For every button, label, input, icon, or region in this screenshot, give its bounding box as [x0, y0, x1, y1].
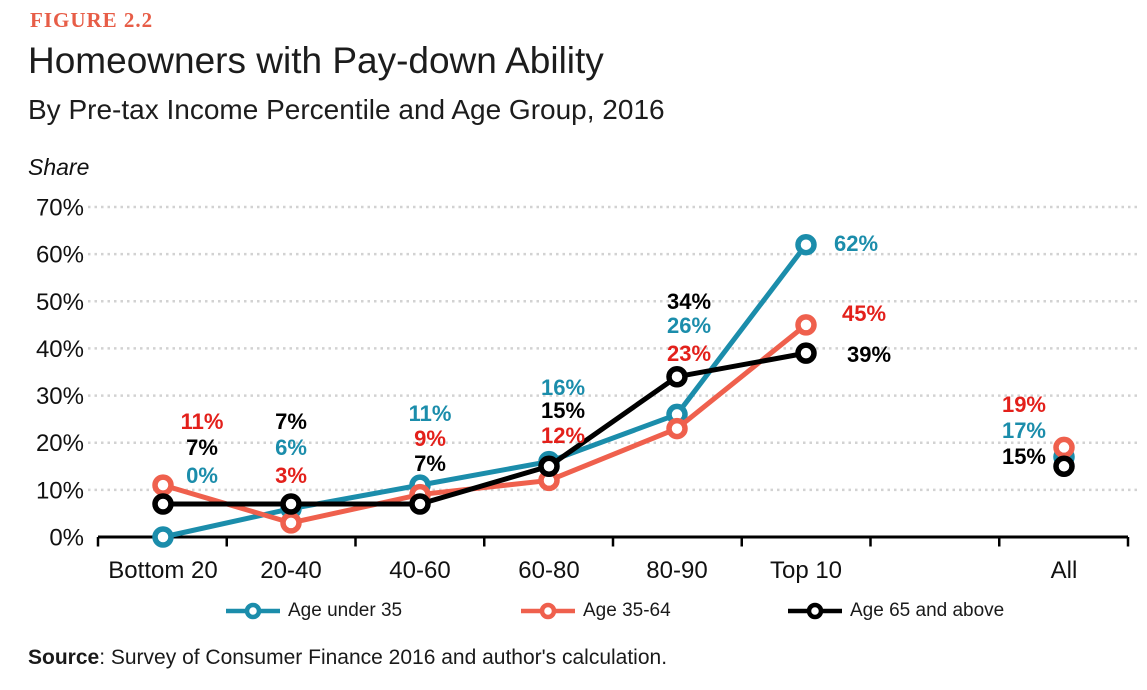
data-label: 11%: [409, 401, 452, 426]
data-label: 23%: [667, 341, 711, 366]
data-label: 9%: [414, 426, 446, 451]
data-label: 15%: [1002, 444, 1046, 469]
data-point-marker: [795, 342, 817, 364]
data-point-marker: [409, 493, 431, 515]
data-label: 15%: [541, 398, 585, 423]
data-point-marker: [795, 314, 817, 336]
svg-text:60%: 60%: [36, 242, 84, 269]
svg-text:20%: 20%: [36, 430, 84, 457]
svg-text:20-40: 20-40: [260, 557, 321, 584]
svg-text:40-60: 40-60: [389, 557, 450, 584]
data-label: 45%: [842, 301, 886, 326]
legend-line-marker-icon: [226, 602, 280, 620]
x-axis: [96, 535, 1130, 547]
data-label: 3%: [275, 463, 307, 488]
data-label: 7%: [414, 451, 446, 476]
data-label: 11%: [181, 409, 224, 434]
data-point-marker: [1053, 455, 1075, 478]
svg-text:0%: 0%: [49, 525, 84, 552]
svg-text:70%: 70%: [36, 195, 84, 222]
data-label: 16%: [541, 375, 585, 400]
data-labels: 11%7%0%7%6%3%11%9%7%16%15%12%34%26%23%62…: [181, 231, 1046, 488]
data-label: 7%: [275, 409, 307, 434]
data-point-marker: [280, 493, 302, 515]
data-point-marker: [152, 474, 174, 496]
legend-item-label: Age 35-64: [583, 600, 671, 621]
svg-text:30%: 30%: [36, 383, 84, 410]
chart-legend: Age under 35 Age 35-64 Age 65 and above: [0, 597, 1147, 625]
series-age-65-and-above: [152, 342, 1075, 515]
source-note: Source: Survey of Consumer Finance 2016 …: [28, 646, 667, 670]
legend-item-age-under-35: Age under 35: [225, 597, 402, 625]
data-label: 39%: [847, 342, 891, 367]
source-prefix: Source: [28, 646, 100, 669]
x-axis-tick-labels: Bottom 20 20-40 40-60 60-80 80-90 Top 10 All: [108, 557, 1077, 584]
data-label: 0%: [186, 463, 218, 488]
source-text: : Survey of Consumer Finance 2016 and au…: [99, 646, 668, 669]
data-label: 12%: [541, 423, 585, 448]
y-axis-unit-label: Share: [28, 154, 90, 180]
legend-line-marker-icon: [521, 602, 575, 620]
data-label: 34%: [667, 289, 711, 314]
svg-text:80-90: 80-90: [646, 557, 707, 584]
data-point-marker: [152, 526, 174, 548]
svg-text:50%: 50%: [36, 289, 84, 316]
svg-text:60-80: 60-80: [518, 557, 579, 584]
data-label: 7%: [186, 435, 218, 460]
data-point-marker: [538, 455, 560, 478]
legend-item-label: Age under 35: [288, 600, 403, 621]
data-point-marker: [666, 417, 688, 440]
data-label: 26%: [667, 313, 711, 338]
data-point-marker: [1053, 436, 1075, 459]
svg-text:Bottom 20: Bottom 20: [108, 557, 217, 584]
data-point-marker: [666, 365, 688, 388]
gridlines: [88, 205, 1140, 492]
data-label: 17%: [1002, 418, 1046, 443]
legend-item-label: Age 65 and above: [850, 600, 1005, 621]
data-label: 6%: [275, 435, 307, 460]
chart-title: Homeowners with Pay-down Ability: [28, 40, 604, 81]
y-axis-tick-labels: 0% 10% 20% 30% 40% 50% 60% 70%: [36, 195, 84, 552]
data-point-marker: [280, 512, 302, 534]
svg-text:All: All: [1051, 557, 1078, 584]
data-label: 62%: [834, 231, 878, 256]
data-point-marker: [795, 233, 817, 256]
data-point-marker: [152, 493, 174, 515]
legend-item-age-35-64: Age 35-64: [520, 597, 671, 625]
svg-text:10%: 10%: [36, 477, 84, 504]
svg-text:40%: 40%: [36, 336, 84, 363]
figure-number-label: FIGURE 2.2: [30, 8, 154, 32]
legend-line-marker-icon: [788, 602, 842, 620]
legend-item-age-65-and-above: Age 65 and above: [787, 597, 1004, 625]
chart-subtitle: By Pre-tax Income Percentile and Age Gro…: [28, 94, 665, 125]
svg-text:Top 10: Top 10: [770, 557, 842, 584]
data-label: 19%: [1002, 392, 1046, 417]
